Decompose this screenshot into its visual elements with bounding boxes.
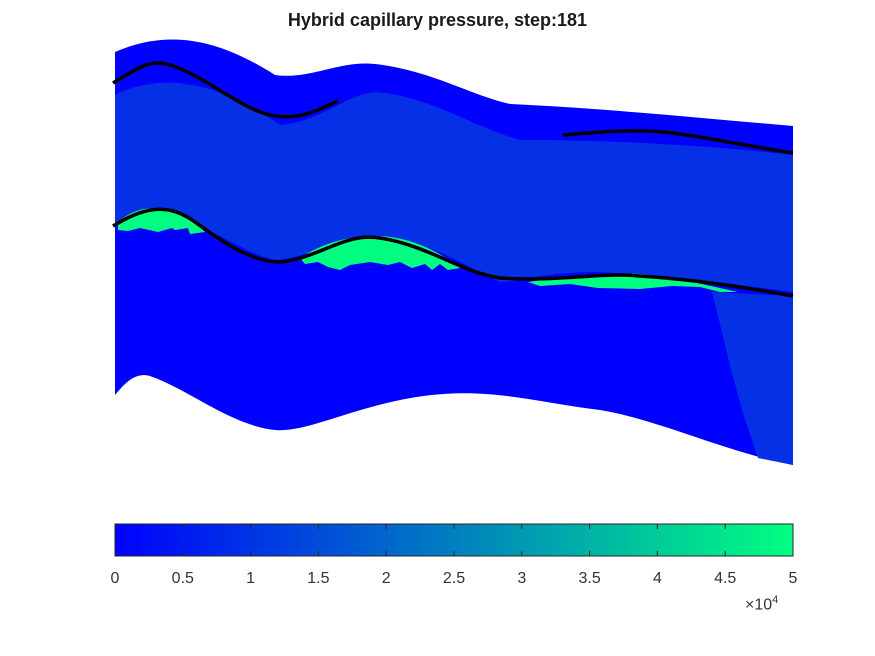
colorbar-tick-label: 2.5 bbox=[443, 570, 465, 587]
colorbar-tick-label: 4 bbox=[653, 570, 662, 587]
colorbar-tick-label: 4.5 bbox=[714, 570, 736, 587]
colorbar-multiplier-exponent: 4 bbox=[772, 594, 779, 606]
right-zone-region bbox=[712, 292, 793, 465]
colorbar-tick-label: 3 bbox=[517, 570, 526, 587]
overlay-line-top-right bbox=[562, 129, 794, 155]
chart-title: Hybrid capillary pressure, step:181 bbox=[287, 10, 588, 30]
colorbar-tick-label: 0.5 bbox=[172, 570, 194, 587]
colorbar-tick-label: 1.5 bbox=[307, 570, 329, 587]
colorbar-tick-label: 2 bbox=[382, 570, 391, 587]
overlay-line-interface bbox=[112, 207, 794, 298]
colorbar-tick-label: 1 bbox=[246, 570, 255, 587]
colorbar-multiplier-base: ×10 bbox=[745, 596, 773, 614]
colorbar-tick-label: 5 bbox=[789, 570, 798, 587]
overlay-line-top-left bbox=[112, 61, 339, 119]
colorbar-tick-label: 3.5 bbox=[578, 570, 600, 587]
colorbar-ticks: 0 0.5 1 1.5 2 2.5 3 3.5 4 4.5 5 bbox=[111, 524, 798, 587]
colorbar-tick-label: 0 bbox=[111, 570, 120, 587]
upper-layer-region bbox=[115, 82, 793, 293]
colorbar-multiplier: ×104 bbox=[745, 594, 778, 614]
